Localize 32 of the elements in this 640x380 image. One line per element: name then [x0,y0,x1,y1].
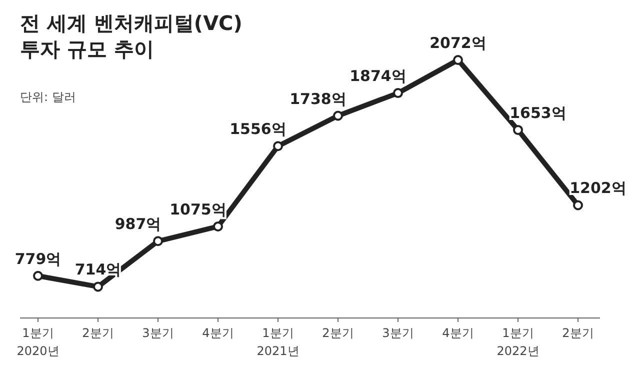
point [453,55,463,65]
data-label: 714억 [74,260,122,279]
point [93,282,103,292]
x-tick-label: 4분기 [202,326,234,340]
point [33,270,43,281]
x-tick-label: 1분기 2022년 [496,326,540,358]
x-tick-label: 2분기 [322,326,354,340]
data-label: 1874억 [350,67,406,86]
data-label: 1738억 [290,90,346,108]
x-tick-label: 3분기 [142,326,174,340]
x-tick-label: 1분기 2021년 [256,326,300,358]
x-tick-label: 4분기 [442,326,474,340]
point [153,236,163,246]
data-label: 2072억 [430,34,486,52]
data-label: 1556억 [230,120,286,138]
data-label: 1653억 [510,104,566,122]
data-label: 1202억 [570,179,626,198]
data-label: 1075억 [170,200,226,218]
point [213,221,223,232]
text: 단위: 달러 [20,90,76,104]
point [273,141,283,152]
x-tick-label: 2분기 [562,326,594,340]
chart-title: 전 세계 벤처캐피털(VC) 투자 규모 추이 [20,11,242,61]
point [573,200,583,210]
data-label: 779억 [14,250,62,268]
point [393,88,403,98]
point [513,124,523,135]
x-tick-label: 2분기 [82,326,114,340]
x-tick-label: 1분기 2020년 [16,326,60,358]
data-label: 987억 [114,215,162,234]
point [333,110,343,121]
x-tick-label: 3분기 [382,326,414,340]
